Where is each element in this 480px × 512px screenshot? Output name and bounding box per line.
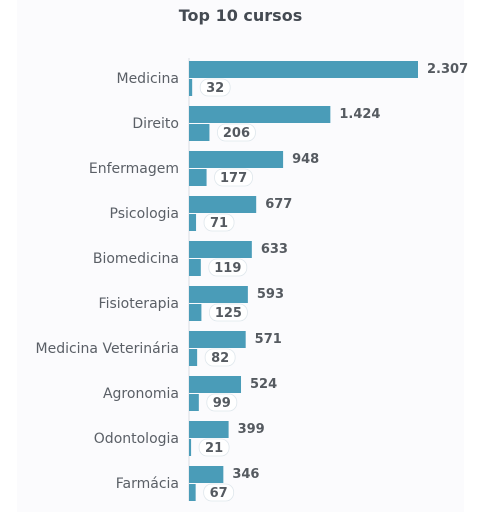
value-label-series1: 399 xyxy=(238,422,265,437)
category-label: Enfermagem xyxy=(89,161,179,177)
value-label-series2: 119 xyxy=(214,261,241,276)
category-label: Direito xyxy=(132,116,179,132)
value-label-series2: 71 xyxy=(210,216,228,231)
bar-series1 xyxy=(189,241,252,258)
bar-series2 xyxy=(189,124,210,141)
value-tag-series2 xyxy=(199,78,231,97)
bar-series1 xyxy=(189,286,248,303)
bar-series2 xyxy=(189,169,207,186)
value-label-series1: 524 xyxy=(250,377,277,392)
bar-series1 xyxy=(189,331,246,348)
chart-title: Top 10 cursos xyxy=(178,6,303,25)
bar-series2 xyxy=(189,259,201,276)
value-tag-series2 xyxy=(204,348,236,367)
bar-series1 xyxy=(189,106,331,123)
value-tag-series2 xyxy=(209,303,248,322)
value-label-series2: 32 xyxy=(206,81,224,96)
bar-series2 xyxy=(189,439,192,456)
value-tag-series2 xyxy=(203,213,235,232)
bar-series1 xyxy=(189,61,418,78)
bar-series2 xyxy=(189,79,193,96)
value-tag-series2 xyxy=(214,168,253,187)
category-label: Psicologia xyxy=(110,206,179,222)
value-label-series2: 177 xyxy=(220,171,247,186)
bar-series2 xyxy=(189,394,199,411)
category-label: Medicina Veterinária xyxy=(36,341,180,357)
value-tag-series2 xyxy=(217,123,256,142)
value-tag-series2 xyxy=(198,438,230,457)
category-label: Fisioterapia xyxy=(99,296,179,312)
value-tag-series2 xyxy=(206,393,238,412)
value-label-series2: 125 xyxy=(215,306,242,321)
value-label-series1: 633 xyxy=(261,242,288,257)
category-label: Farmácia xyxy=(116,476,179,492)
bar-series2 xyxy=(189,484,196,501)
value-label-series1: 571 xyxy=(255,332,282,347)
category-label: Agronomia xyxy=(103,386,179,402)
bar-series1 xyxy=(189,151,284,168)
value-label-series2: 67 xyxy=(210,486,228,501)
category-label: Medicina xyxy=(116,71,179,87)
category-label: Odontologia xyxy=(94,431,179,447)
bar-series2 xyxy=(189,214,197,231)
value-label-series1: 948 xyxy=(292,152,319,167)
value-tag-series2 xyxy=(208,258,248,277)
value-label-series2: 206 xyxy=(223,126,250,141)
bar-series2 xyxy=(189,349,198,366)
category-label: Biomedicina xyxy=(93,251,179,267)
value-label-series1: 677 xyxy=(265,197,292,212)
bar-series1 xyxy=(189,466,224,483)
value-label-series1: 1.424 xyxy=(339,107,380,122)
value-label-series1: 346 xyxy=(232,467,259,482)
value-tag-series2 xyxy=(203,483,235,502)
value-label-series2: 99 xyxy=(213,396,231,411)
value-label-series2: 82 xyxy=(211,351,229,366)
value-label-series2: 21 xyxy=(205,441,223,456)
value-label-series1: 2.307 xyxy=(427,62,468,77)
bar-series1 xyxy=(189,376,242,393)
value-label-series1: 593 xyxy=(257,287,284,302)
bar-series2 xyxy=(189,304,202,321)
bar-series1 xyxy=(189,196,257,213)
bar-series1 xyxy=(189,421,229,438)
